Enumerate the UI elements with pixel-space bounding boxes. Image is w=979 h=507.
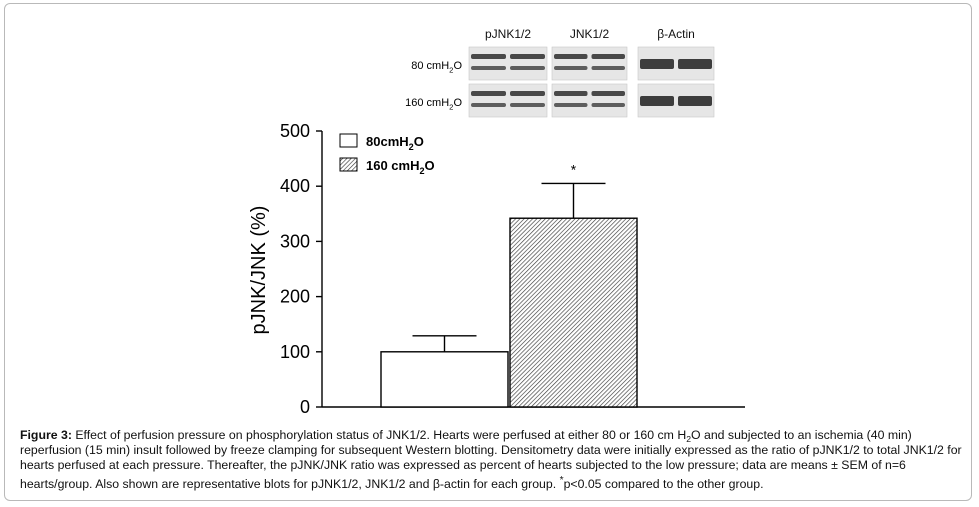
bar xyxy=(380,351,509,408)
blot-band xyxy=(510,54,545,59)
blot-panel xyxy=(551,46,628,81)
legend-swatch xyxy=(339,133,358,148)
chart-axes: 0 100 200 300 400 500 pJNK/JNK (%) xyxy=(248,121,745,417)
caption-sup: * xyxy=(559,475,564,486)
blot-panel xyxy=(551,83,628,118)
blot-band xyxy=(640,59,674,69)
y-tick-label: 100 xyxy=(280,342,310,362)
blot-band xyxy=(640,96,674,106)
blot-band xyxy=(591,91,625,96)
y-tick-label: 500 xyxy=(280,121,310,141)
blot-band xyxy=(510,66,545,70)
caption-sub: 2 xyxy=(686,434,691,444)
blot-band xyxy=(510,91,545,96)
blot-column-label: JNK1/2 xyxy=(570,27,610,41)
blot-band xyxy=(591,54,625,59)
y-tick-label: 400 xyxy=(280,176,310,196)
caption-text-1: Effect of perfusion pressure on phosphor… xyxy=(71,428,687,442)
blot-panel xyxy=(468,83,548,118)
blot-band xyxy=(471,66,506,70)
blot-band xyxy=(591,66,625,70)
blot-band xyxy=(510,103,545,107)
figure-caption: Figure 3: Effect of perfusion pressure o… xyxy=(20,428,968,492)
blot-row-label: 160 cmH2O xyxy=(405,97,462,111)
blot-band xyxy=(554,66,588,70)
blot-band xyxy=(471,54,506,59)
blot-column-label: pJNK1/2 xyxy=(485,27,531,41)
y-tick-label: 0 xyxy=(300,397,310,417)
blot-band xyxy=(678,59,712,69)
blot-row-label: 80 cmH2O xyxy=(411,60,462,74)
blot-column-label: β-Actin xyxy=(657,27,695,41)
blot-band xyxy=(678,96,712,106)
chart-bars: * xyxy=(380,161,638,408)
legend-swatch xyxy=(339,157,358,172)
blot-band xyxy=(554,54,588,59)
caption-text-2: O and subjected to an ischemia (40 min) … xyxy=(20,428,962,492)
blot-band xyxy=(471,91,506,96)
y-axis-title: pJNK/JNK (%) xyxy=(248,206,270,335)
figure-frame xyxy=(4,3,972,501)
blot-band xyxy=(591,103,625,107)
legend-label: 160 cmH2O xyxy=(366,158,435,176)
chart-legend: 80cmH2O 160 cmH2O xyxy=(339,133,435,176)
blot-band xyxy=(554,103,588,107)
caption-label: Figure 3: xyxy=(20,428,72,442)
caption-text-3: p<0.05 compared to the other group. xyxy=(563,477,764,492)
blot-panel xyxy=(468,46,548,81)
blot-band xyxy=(554,91,588,96)
blot-band xyxy=(471,103,506,107)
y-tick-label: 200 xyxy=(280,287,310,307)
bar xyxy=(509,217,638,408)
legend-label: 80cmH2O xyxy=(366,134,424,152)
y-tick-label: 300 xyxy=(280,231,310,251)
western-blots: pJNK1/2 JNK1/2 β-Actin 80 cmH2O 160 cmH2O xyxy=(405,27,715,118)
significance-marker: * xyxy=(571,161,577,177)
